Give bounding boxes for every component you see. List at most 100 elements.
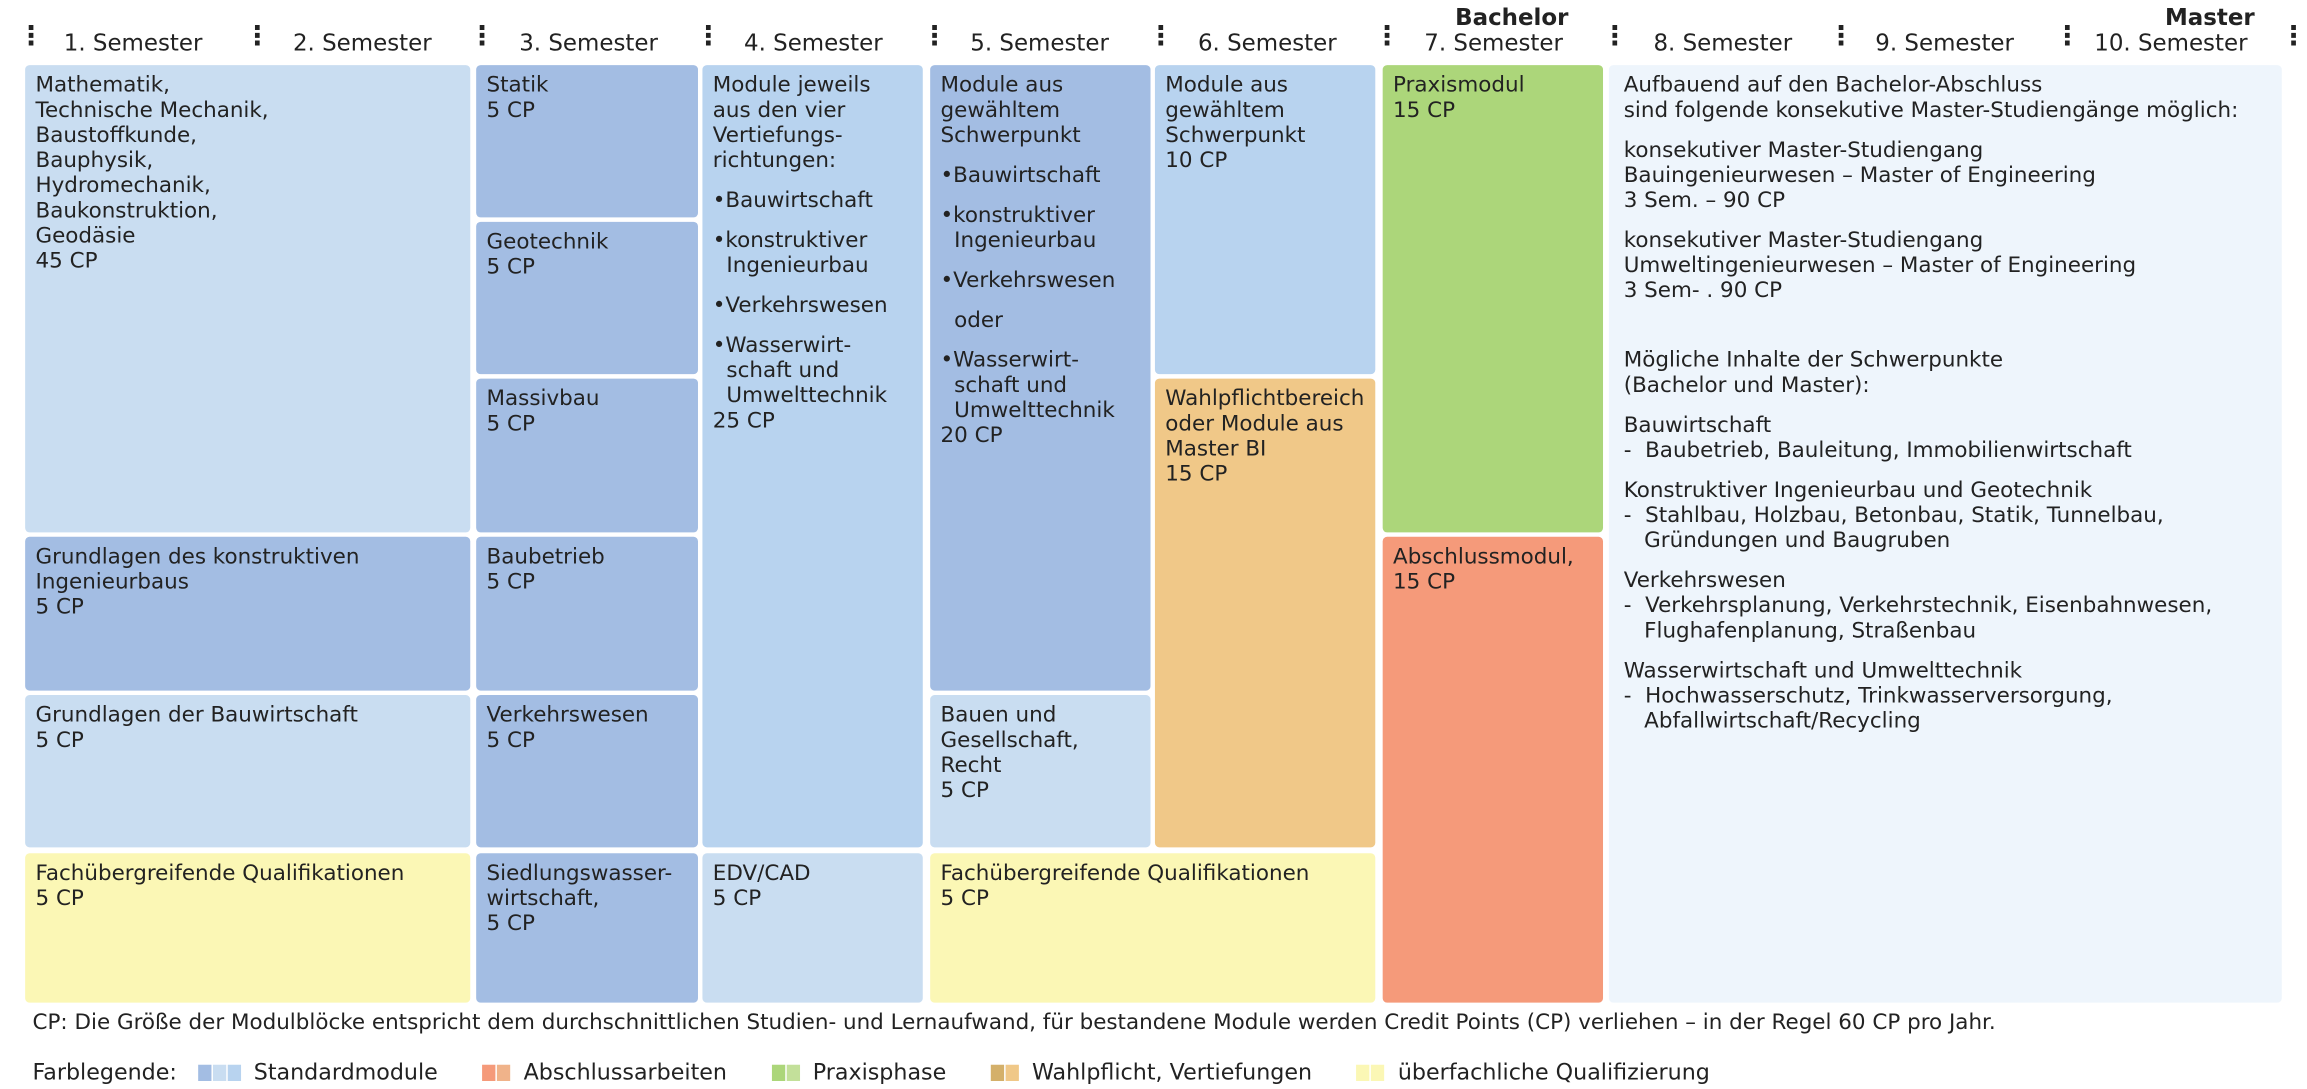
block-line: Konstruktiver Ingenieurbau und Geotechni… bbox=[1623, 479, 2093, 503]
block-line bbox=[1624, 555, 2267, 570]
semester-label: 5. Semester bbox=[970, 29, 1109, 57]
block-line: Mathematik, bbox=[35, 73, 170, 98]
module-block: Grundlagen des konstruktiven Ingenieurbau… bbox=[25, 536, 471, 691]
module-block: Grundlagen der Bauwirtschaft 5 CP bbox=[25, 695, 471, 848]
block-line: Vertiefungs- bbox=[712, 124, 843, 148]
block-line: Module aus bbox=[1165, 73, 1288, 98]
block-line: Ingenieurbau bbox=[712, 254, 869, 279]
block-line: EDV/CAD bbox=[712, 862, 811, 886]
block-line: Baustoffkunde, bbox=[35, 124, 197, 148]
legend-swatch bbox=[227, 1064, 241, 1082]
module-block: Module aus gewähltem Schwerpunkt •Bauwirtsc… bbox=[930, 65, 1151, 691]
block-line: Bauingenieurwesen – Master of Engineerin… bbox=[1623, 164, 2096, 188]
block-line: aus den vier bbox=[712, 99, 846, 123]
block-line: •Verkehrswesen bbox=[712, 294, 888, 318]
block-line: - Baubetrieb, Bauleitung, Immobilienwirt… bbox=[1623, 439, 2132, 463]
semester-label: 6. Semester bbox=[1197, 29, 1337, 57]
block-line: Siedlungswasser- bbox=[486, 862, 673, 886]
block-line: •Bauwirtschaft bbox=[712, 189, 873, 213]
block-line: 5 CP bbox=[486, 412, 535, 437]
block-line: konsekutiver Master-Studiengang bbox=[1623, 229, 1984, 253]
legend-swatch bbox=[212, 1064, 226, 1082]
block-line: 20 CP bbox=[940, 424, 1003, 449]
block-line: 5 CP bbox=[486, 99, 535, 123]
block-line: •Bauwirtschaft bbox=[940, 164, 1101, 188]
block-line: Ingenieurbau bbox=[940, 229, 1097, 253]
block-line: 5 CP bbox=[486, 570, 535, 595]
block-line: Statik bbox=[486, 73, 549, 98]
block-line: Geodäsie bbox=[35, 224, 136, 249]
block-line: Umwelttechnik bbox=[712, 384, 888, 409]
block-line: gewähltem bbox=[1165, 99, 1285, 123]
legend-swatch bbox=[482, 1064, 496, 1082]
module-block: Siedlungswasser-wirtschaft, 5 CP bbox=[476, 853, 698, 1003]
block-line bbox=[941, 294, 1141, 309]
block-line: Flughafenplanung, Straßenbau bbox=[1623, 619, 1977, 644]
block-line: Mögliche Inhalte der Schwerpunkte bbox=[1623, 348, 2004, 373]
block-line: 5 CP bbox=[486, 255, 535, 280]
legend-swatch bbox=[786, 1064, 800, 1082]
bachelor-label: Bachelor bbox=[1455, 4, 1569, 32]
separator: ⋮ bbox=[921, 20, 948, 52]
legend-item: Standardmodule bbox=[197, 1059, 438, 1085]
block-line: Ingenieurbaus bbox=[35, 570, 189, 595]
module-block: Fachübergreifende Qualifikationen 5 CP bbox=[930, 853, 1376, 1003]
block-line: 5 CP bbox=[712, 887, 762, 911]
module-block: Statik 5 CP bbox=[476, 65, 698, 218]
module-block: Bauen und Gesellschaft, Recht 5 CP bbox=[930, 695, 1151, 848]
block-line bbox=[1624, 334, 2267, 349]
block-line: 10 CP bbox=[1165, 149, 1228, 174]
block-line: wirtschaft, bbox=[486, 887, 600, 911]
block-line: Umweltingenieurwesen – Master of Enginee… bbox=[1623, 254, 2137, 279]
block-line: Baubetrieb bbox=[486, 545, 605, 570]
block-line: Grundlagen des konstruktiven bbox=[35, 545, 360, 570]
block-line: Bauen und bbox=[940, 703, 1057, 728]
block-line: 3 Sem. – 90 CP bbox=[1623, 189, 1786, 213]
block-line: Gesellschaft, bbox=[940, 729, 1079, 753]
block-line: Wasserwirtschaft und Umwelttechnik bbox=[1623, 659, 2023, 684]
block-line bbox=[713, 174, 913, 189]
block-line: 15 CP bbox=[1393, 99, 1456, 123]
separator: ⋮ bbox=[17, 20, 45, 52]
legend-swatch bbox=[197, 1064, 211, 1082]
block-line: Baukonstruktion, bbox=[35, 199, 218, 224]
semester-label: 8. Semester bbox=[1653, 29, 1793, 57]
block-line: Bauphysik, bbox=[35, 149, 154, 174]
block-line: - Stahlbau, Holzbau, Betonbau, Statik, T… bbox=[1623, 504, 2164, 528]
module-block: EDV/CAD 5 CP bbox=[702, 853, 923, 1003]
legend-label: Wahlpflicht, Vertiefungen bbox=[1032, 1058, 1313, 1086]
separator: ⋮ bbox=[1147, 20, 1175, 52]
module-block: Massivbau 5 CP bbox=[476, 378, 698, 533]
legend-swatch bbox=[990, 1064, 1004, 1082]
block-line bbox=[1624, 645, 2267, 660]
block-line: Recht bbox=[940, 754, 1002, 778]
block-line: 5 CP bbox=[35, 729, 84, 753]
block-line bbox=[713, 279, 913, 294]
block-line: 45 CP bbox=[35, 249, 98, 274]
block-line: 5 CP bbox=[940, 779, 989, 803]
block-line: Abfallwirtschaft/Recycling bbox=[1623, 709, 1921, 734]
semester-label: 2. Semester bbox=[292, 29, 432, 57]
legend-swatch bbox=[1356, 1064, 1370, 1082]
block-line: 5 CP bbox=[486, 729, 535, 753]
block-line: 3 Sem- . 90 CP bbox=[1623, 279, 1783, 304]
block-line: oder Module aus bbox=[1165, 412, 1344, 437]
block-line: schaft und bbox=[940, 374, 1068, 398]
block-line: •Verkehrswesen bbox=[940, 269, 1116, 293]
legend-item: Abschlussarbeiten bbox=[482, 1059, 727, 1085]
semester-label: 7. Semester bbox=[1424, 29, 1563, 57]
block-line: Wahlpflichtbereich bbox=[1165, 387, 1365, 412]
block-line: Abschlussmodul, bbox=[1393, 545, 1574, 570]
block-line: Master BI bbox=[1165, 437, 1267, 462]
block-line bbox=[713, 214, 913, 229]
block-line: Module jeweils bbox=[712, 73, 871, 98]
block-line: •Wasserwirt- bbox=[712, 334, 852, 358]
block-line bbox=[1624, 305, 2267, 320]
module-block: Mathematik, Technische Mechanik, Baustoffk… bbox=[25, 65, 471, 533]
semester-label: 1. Semester bbox=[63, 29, 203, 57]
block-line: oder bbox=[940, 309, 1003, 333]
block-line: •Wasserwirt- bbox=[940, 348, 1079, 373]
block-line: Bauwirtschaft bbox=[1623, 414, 1772, 438]
block-line bbox=[1624, 464, 2267, 479]
module-block: Geotechnik 5 CP bbox=[476, 221, 698, 375]
